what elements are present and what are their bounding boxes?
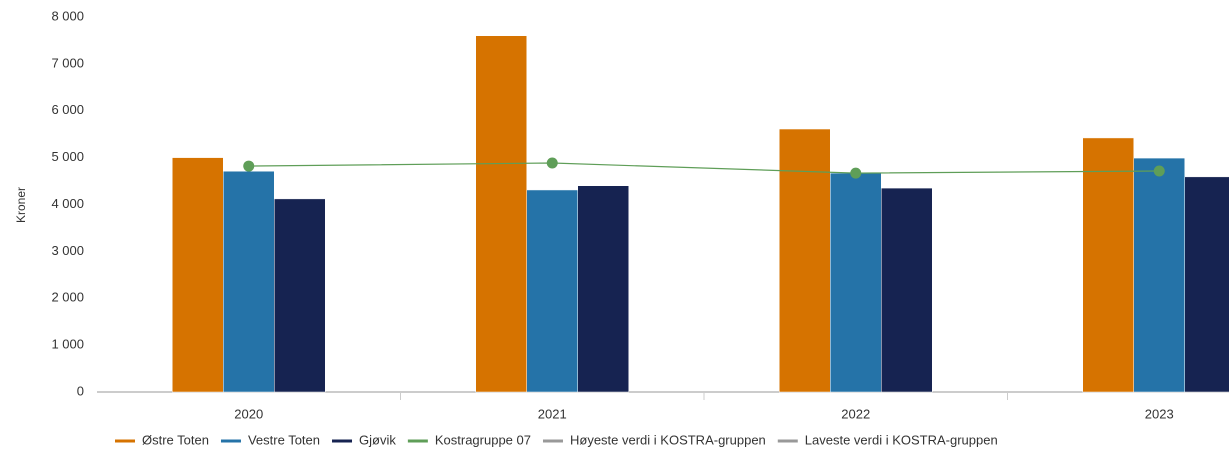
legend-label: Høyeste verdi i KOSTRA-gruppen: [570, 432, 766, 447]
bar: [1082, 137, 1134, 393]
bar: [475, 35, 527, 393]
bar: [274, 198, 326, 393]
bar: [172, 157, 224, 393]
y-tick-label: 5 000: [51, 149, 84, 164]
bar: [223, 170, 275, 393]
y-tick-label: 4 000: [51, 196, 84, 211]
y-tick-label: 1 000: [51, 337, 84, 352]
x-tick-label: 2021: [538, 406, 567, 421]
y-tick-label: 8 000: [51, 8, 84, 23]
line-point: [546, 157, 558, 169]
bar: [779, 128, 831, 393]
plot: [97, 35, 1229, 400]
line-point: [243, 160, 255, 172]
legend-label: Vestre Toten: [248, 432, 320, 447]
legend-label: Gjøvik: [359, 432, 396, 447]
bar: [526, 189, 578, 393]
y-tick-label: 2 000: [51, 290, 84, 305]
line-point: [850, 167, 862, 179]
y-tick-label: 6 000: [51, 102, 84, 117]
y-tick-label: 0: [77, 383, 84, 398]
bar: [830, 172, 882, 393]
bar: [881, 187, 933, 393]
y-tick-label: 7 000: [51, 55, 84, 70]
legend-label: Laveste verdi i KOSTRA-gruppen: [805, 432, 998, 447]
y-axis-label: Kroner: [14, 187, 28, 223]
x-tick-label: 2023: [1145, 406, 1174, 421]
y-tick-label: 3 000: [51, 243, 84, 258]
bar: [1184, 176, 1229, 393]
line-point: [1153, 165, 1165, 177]
x-tick-label: 2022: [841, 406, 870, 421]
bar: [1133, 157, 1185, 393]
legend-label: Kostragruppe 07: [435, 432, 531, 447]
legend-label: Østre Toten: [142, 432, 209, 447]
bar: [577, 185, 629, 393]
line: [248, 162, 1160, 174]
x-tick-label: 2020: [234, 406, 263, 421]
